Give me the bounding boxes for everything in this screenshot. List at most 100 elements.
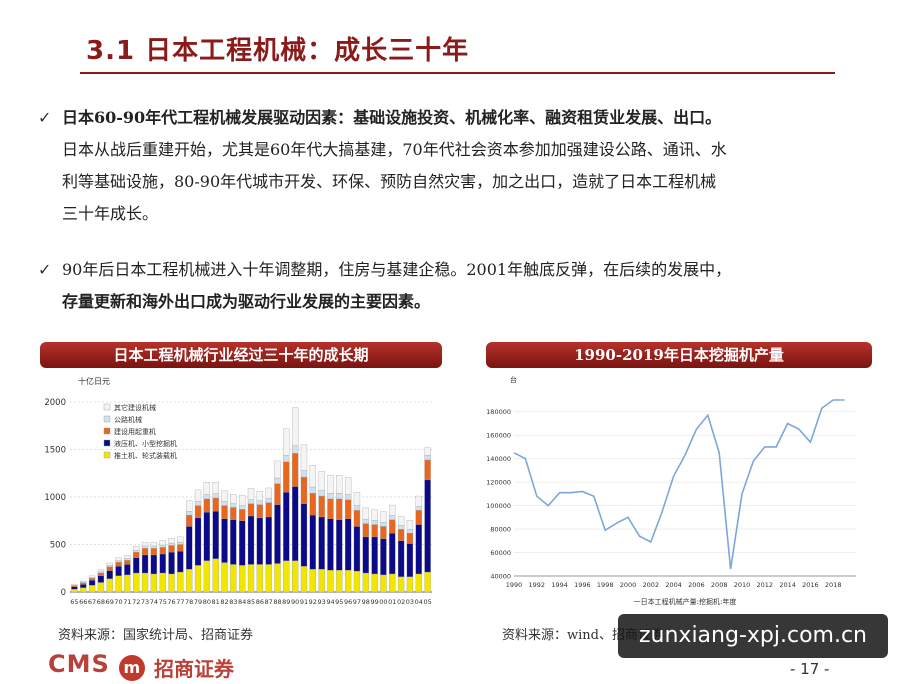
- bar-segment: [353, 510, 361, 527]
- bar-segment: [424, 479, 431, 573]
- bar-segment: [141, 541, 149, 547]
- bar-segment: [97, 575, 105, 583]
- bar-segment: [186, 569, 193, 593]
- bar-segment: [247, 488, 255, 500]
- bar-segment: [380, 526, 387, 539]
- bar-segment: [300, 444, 308, 471]
- x-tick-label: 1996: [574, 581, 591, 589]
- logo-cn-text: 招商证券: [153, 657, 234, 681]
- y-tick-label: 140000: [486, 455, 511, 463]
- bar-segment: [203, 494, 211, 500]
- x-tick-label: 86: [256, 598, 264, 606]
- bar-segment: [203, 498, 211, 513]
- bar-segment: [203, 512, 211, 561]
- bar-segment: [150, 548, 158, 556]
- x-tick-label: 1994: [551, 581, 568, 589]
- legend-label: 推土机、轮式装载机: [114, 451, 177, 460]
- x-tick-label: 88: [273, 598, 281, 606]
- x-tick-label: 98: [362, 598, 370, 606]
- bar-segment: [230, 507, 237, 520]
- bar-segment: [168, 545, 175, 553]
- x-tick-label: 94: [326, 598, 334, 606]
- bar-segment: [239, 509, 246, 521]
- bar-segment: [203, 560, 211, 593]
- bar-segment: [309, 514, 316, 570]
- bar-segment: [362, 507, 369, 520]
- y-tick-label: 1000: [44, 493, 66, 503]
- bar-segment: [300, 470, 308, 478]
- bar-segment: [389, 504, 396, 516]
- y-tick-label: 180000: [486, 408, 511, 416]
- bar-segment: [115, 557, 122, 561]
- bar-segment: [300, 566, 308, 593]
- bar-segment: [80, 584, 87, 588]
- bar-segment: [194, 489, 202, 502]
- bar-segment: [80, 580, 87, 583]
- bar-segment: [309, 486, 316, 494]
- bar-segment: [389, 573, 396, 593]
- checkmark-icon: ✓: [38, 260, 52, 279]
- bar-segment: [203, 482, 211, 495]
- x-tick-label: 03: [406, 598, 414, 606]
- bar-segment: [88, 585, 96, 593]
- bar-segment: [159, 547, 166, 555]
- bar-segment: [256, 517, 263, 565]
- bar-segment: [318, 569, 325, 593]
- bar-segment: [336, 493, 343, 500]
- bar-segment: [256, 564, 263, 593]
- bar-segment: [221, 518, 228, 563]
- bar-segment: [353, 492, 361, 506]
- bar-segment: [247, 564, 255, 593]
- x-tick-label: 2002: [643, 581, 660, 589]
- bar-segment: [300, 476, 308, 504]
- bar-segment: [212, 482, 219, 494]
- y-tick-label: 1500: [44, 446, 66, 456]
- bar-segment: [344, 518, 352, 571]
- x-tick-label: 83: [229, 598, 237, 606]
- bar-segment: [283, 455, 290, 462]
- bar-segment: [415, 573, 422, 593]
- bar-segment: [150, 541, 158, 547]
- bar-segment: [212, 511, 219, 559]
- bar-segment: [71, 586, 78, 590]
- bar-segment: [159, 544, 166, 548]
- x-tick-label: 84: [238, 598, 246, 606]
- x-tick-label: 79: [194, 598, 202, 606]
- bar-segment: [424, 459, 431, 481]
- bar-segment: [239, 494, 246, 506]
- x-tick-label: 97: [353, 598, 361, 606]
- bar-segment: [186, 514, 193, 527]
- bar-segment: [397, 529, 405, 541]
- bar-segment: [397, 516, 405, 526]
- bar-segment: [97, 572, 105, 576]
- bar-segment: [256, 491, 263, 501]
- bar-segment: [133, 557, 140, 574]
- bar-segment: [283, 461, 290, 493]
- bar-segment: [168, 551, 175, 575]
- bar-segment: [159, 572, 166, 593]
- legend-swatch: [103, 427, 111, 435]
- bar-segment: [239, 505, 246, 510]
- bar-segment: [88, 578, 96, 581]
- bar-segment: [141, 554, 149, 574]
- x-tick-label: 2010: [734, 581, 751, 589]
- bullet-1: ✓ 日本60-90年代工程机械发展驱动因素：基础设施投资、机械化率、融资租赁业发…: [38, 102, 898, 230]
- bar-segment: [371, 509, 378, 521]
- bar-segment: [309, 569, 316, 593]
- x-tick-label: 75: [159, 598, 167, 606]
- bar-segment: [318, 516, 325, 570]
- bar-segment: [406, 532, 414, 544]
- bar-segment: [186, 511, 193, 516]
- bar-segment: [115, 566, 122, 577]
- bar-segment: [124, 564, 131, 576]
- bar-segment: [362, 572, 369, 593]
- bar-segment: [230, 494, 237, 504]
- bar-segment: [168, 542, 175, 546]
- bar-segment: [274, 563, 281, 593]
- legend-swatch: [103, 451, 111, 459]
- bar-segment: [291, 445, 299, 454]
- x-tick-label: 74: [150, 598, 158, 606]
- bar-segment: [186, 526, 193, 570]
- bar-segment: [353, 505, 361, 511]
